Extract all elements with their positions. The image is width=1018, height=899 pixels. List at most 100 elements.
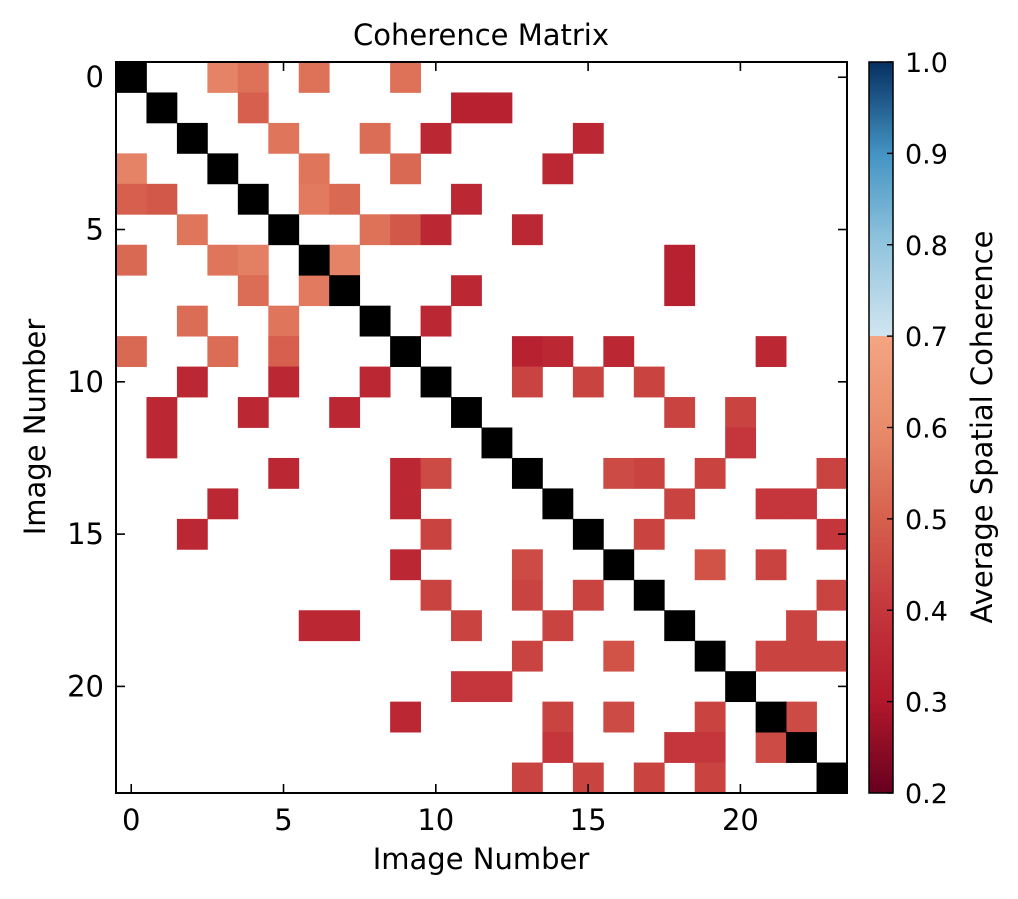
heatmap-cell	[116, 244, 147, 276]
diagonal-cell	[694, 640, 726, 672]
heatmap-cell	[207, 244, 239, 276]
heatmap-cell	[116, 336, 147, 367]
diagonal-cell	[603, 549, 635, 581]
heatmap-cell	[664, 244, 696, 276]
heatmap-cell	[359, 122, 391, 154]
heatmap-cell	[694, 701, 726, 733]
heatmap-cell	[176, 214, 208, 246]
heatmap-cell	[268, 122, 300, 154]
x-tick-label: 10	[417, 803, 454, 837]
heatmap-cell	[451, 671, 482, 703]
chart-title: Coherence Matrix	[353, 18, 609, 52]
diagonal-cell	[146, 92, 178, 124]
x-tick-label: 0	[122, 803, 140, 837]
heatmap-cell	[390, 701, 421, 733]
heatmap-cell	[481, 671, 513, 703]
colorbar-tick-label: 0.3	[905, 688, 948, 719]
heatmap-cell	[207, 336, 239, 367]
y-tick-label: 20	[67, 669, 104, 703]
heatmap-cell	[451, 610, 482, 642]
diagonal-cell	[511, 457, 543, 489]
heatmap-cell	[390, 153, 421, 185]
heatmap-cell	[816, 579, 848, 611]
heatmap-cell	[390, 214, 421, 246]
heatmap-cell	[329, 183, 361, 215]
heatmap-cell	[664, 275, 696, 307]
heatmap-cell	[572, 579, 604, 611]
diagonal-cell	[420, 366, 452, 398]
heatmap-cell	[633, 762, 665, 794]
x-tick-label: 20	[722, 803, 759, 837]
heatmap-cell	[511, 549, 543, 581]
heatmap-cell	[542, 701, 574, 733]
y-tick-label: 15	[67, 517, 104, 551]
heatmap-cell	[725, 427, 757, 459]
heatmap-cell	[755, 640, 787, 672]
heatmap-cell	[329, 244, 361, 276]
heatmap-cell	[176, 366, 208, 398]
heatmap-cell	[298, 153, 330, 185]
heatmap-cell	[207, 62, 239, 93]
colorbar-ticks: 0.2 0.3 0.4 0.5 0.6 0.7 0.8 0.9 1.0	[887, 48, 948, 810]
x-tick-label: 15	[570, 803, 607, 837]
heatmap-cell	[420, 122, 452, 154]
heatmap-cell	[755, 488, 787, 520]
heatmap-cell	[451, 183, 482, 215]
diagonal-cell	[390, 336, 421, 367]
heatmap-cell	[268, 366, 300, 398]
heatmap-cell	[268, 457, 300, 489]
heatmap-cell	[816, 640, 848, 672]
heatmap-cell	[755, 336, 787, 367]
heatmap-cell	[237, 397, 269, 428]
heatmap-cell	[633, 518, 665, 550]
heatmap-cell	[329, 610, 361, 642]
diagonal-cell	[298, 244, 330, 276]
heatmap-cell	[816, 457, 848, 489]
heatmap-cell	[694, 549, 726, 581]
heatmap-cell	[116, 153, 147, 185]
heatmap-cell	[603, 640, 635, 672]
heatmap-cell	[237, 244, 269, 276]
heatmap-cell	[390, 549, 421, 581]
heatmap-cell	[694, 732, 726, 763]
heatmap-cell	[298, 275, 330, 307]
heatmap-cell	[298, 183, 330, 215]
heatmap-cell	[237, 275, 269, 307]
y-tick-label: 0	[86, 60, 104, 94]
heatmap-cell	[511, 336, 543, 367]
heatmap-cell	[116, 183, 147, 215]
heatmap-cell	[633, 457, 665, 489]
heatmap-cell	[664, 488, 696, 520]
colorbar-label: Average Spatial Coherence	[965, 231, 999, 624]
heatmap-cell	[511, 762, 543, 794]
colorbar-tick-label: 0.2	[905, 779, 948, 810]
diagonal-cell	[664, 610, 696, 642]
heatmap-cell	[786, 701, 817, 733]
diagonal-cell	[633, 579, 665, 611]
heatmap-cell	[725, 397, 757, 428]
heatmap-cell	[542, 153, 574, 185]
x-axis-label: Image Number	[373, 842, 590, 876]
colorbar-tick-label: 0.9	[905, 139, 948, 170]
heatmap-cell	[146, 427, 178, 459]
diagonal-cell	[786, 732, 817, 763]
heatmap-cell	[542, 732, 574, 763]
diagonal-cell	[755, 701, 787, 733]
heatmap-cell	[207, 488, 239, 520]
colorbar-tick-label: 0.7	[905, 322, 948, 353]
heatmap-cell	[786, 488, 817, 520]
y-tick-label: 10	[67, 365, 104, 399]
heatmap-cell	[633, 366, 665, 398]
heatmap-cell	[237, 62, 269, 93]
heatmap-cell	[268, 305, 300, 337]
diagonal-cell	[207, 153, 239, 185]
heatmap-cell	[664, 732, 696, 763]
colorbar-tick-label: 0.6	[905, 414, 948, 445]
y-axis-label: Image Number	[18, 319, 52, 536]
heatmap-cell	[603, 701, 635, 733]
diagonal-cell	[481, 427, 513, 459]
heatmap-cell	[298, 610, 330, 642]
heatmap-cell	[511, 214, 543, 246]
heatmap-cell	[542, 336, 574, 367]
colorbar-tick-label: 0.4	[905, 596, 948, 627]
